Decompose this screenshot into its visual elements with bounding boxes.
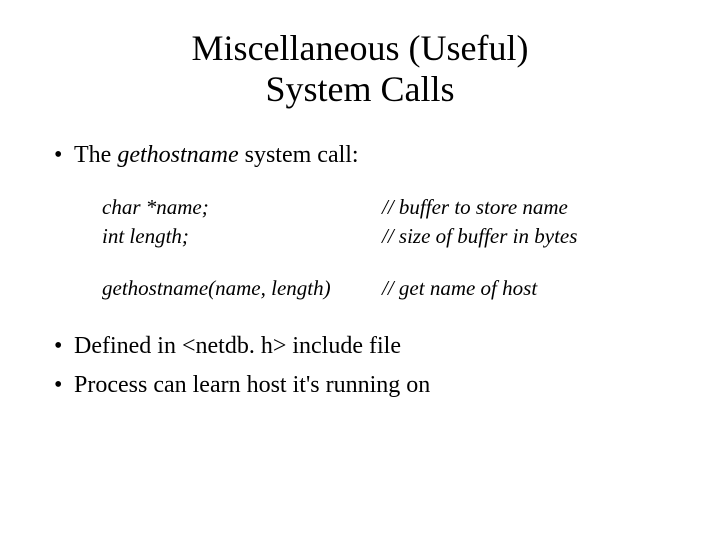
bullet-item-2: •Defined in <netdb. h> include file (54, 330, 672, 362)
code-comment: // size of buffer in bytes (382, 222, 577, 250)
bullet-dot: • (54, 369, 74, 401)
code-comment: // get name of host (382, 274, 537, 302)
bullet-2-text: Defined in <netdb. h> include file (74, 333, 401, 359)
bullet-1-suffix: system call: (239, 142, 359, 168)
code-declaration: char *name; (102, 193, 382, 221)
title-line-1: Miscellaneous (Useful) (192, 28, 529, 68)
code-comment: // buffer to store name (382, 193, 568, 221)
code-call: gethostname(name, length) (102, 274, 382, 302)
title-line-2: System Calls (265, 69, 454, 109)
slide-title: Miscellaneous (Useful) System Calls (48, 28, 672, 111)
code-row: gethostname(name, length) // get name of… (102, 274, 672, 302)
code-declaration: int length; (102, 222, 382, 250)
bullet-dot: • (54, 330, 74, 362)
bullet-dot: • (54, 139, 74, 171)
code-block: char *name; // buffer to store name int … (102, 193, 672, 302)
code-row: char *name; // buffer to store name (102, 193, 672, 221)
bullet-item-1: •The gethostname system call: (54, 139, 672, 171)
bullet-1-prefix: The (74, 142, 117, 168)
code-row: int length; // size of buffer in bytes (102, 222, 672, 250)
bullet-item-3: •Process can learn host it's running on (54, 369, 672, 401)
bullet-3-text: Process can learn host it's running on (74, 372, 430, 398)
bullet-1-italic: gethostname (117, 142, 238, 168)
